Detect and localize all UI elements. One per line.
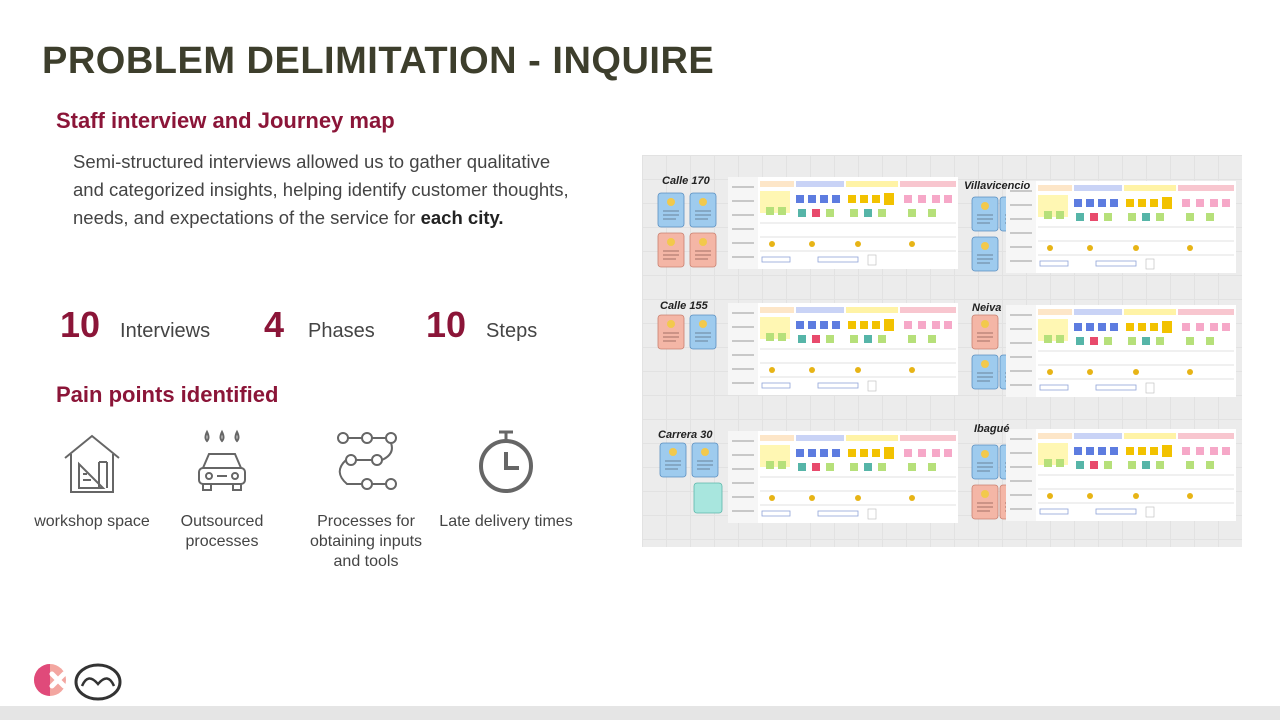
pain-point-processes: Processes for obtaining inputs and tools bbox=[296, 428, 436, 572]
pain-points-title: Pain points identified bbox=[56, 382, 279, 407]
footer-bar bbox=[0, 706, 1280, 720]
stat-value: 10 bbox=[426, 304, 467, 345]
pain-point-label: Late delivery times bbox=[439, 513, 573, 530]
description-text: Semi-structured interviews allowed us to… bbox=[73, 151, 569, 228]
stat-value: 4 bbox=[264, 304, 285, 345]
stat-label: Steps bbox=[486, 320, 538, 342]
city-label-calle-155: Calle 155 bbox=[660, 300, 708, 312]
pain-point-label: workshop space bbox=[34, 513, 150, 530]
pain-point-workshop: workshop space bbox=[22, 428, 162, 532]
city-label-villavicencio: Villavicencio bbox=[964, 180, 1031, 192]
city-label-neiva: Neiva bbox=[972, 302, 1002, 314]
section-description: Semi-structured interviews allowed us to… bbox=[73, 148, 583, 232]
stat-label: Phases bbox=[308, 320, 375, 342]
description-bold: each city. bbox=[420, 207, 504, 228]
stopwatch-icon bbox=[471, 428, 541, 498]
pain-point-outsourced: Outsourced processes bbox=[152, 428, 292, 552]
journey-maps-board: Calle 170 Villavicencio Calle 155 Neiva … bbox=[642, 155, 1242, 547]
car-rain-icon bbox=[187, 428, 257, 498]
mazda-logo bbox=[74, 662, 122, 702]
stats-row: 10 Interviews 4 Phases 10 Steps bbox=[60, 304, 620, 354]
stat-phases: 4 Phases bbox=[264, 304, 375, 346]
stat-label: Interviews bbox=[120, 320, 211, 342]
stat-value: 10 bbox=[60, 304, 101, 345]
city-label-carrera-30: Carrera 30 bbox=[658, 429, 713, 441]
stat-steps: 10 Steps bbox=[426, 304, 537, 346]
brand-x-logo bbox=[32, 660, 72, 700]
page-title: PROBLEM DELIMITATION - INQUIRE bbox=[42, 40, 715, 82]
workshop-house-icon bbox=[57, 428, 127, 498]
stat-interviews: 10 Interviews bbox=[60, 304, 210, 346]
pain-point-label: Outsourced processes bbox=[180, 513, 264, 550]
process-flow-icon bbox=[331, 428, 401, 498]
section-title: Staff interview and Journey map bbox=[56, 108, 395, 133]
journey-maps-image bbox=[657, 176, 1237, 524]
pain-point-late-delivery: Late delivery times bbox=[436, 428, 576, 532]
city-label-ibague: Ibagué bbox=[974, 423, 1010, 435]
city-label-calle-170: Calle 170 bbox=[662, 175, 710, 187]
pain-point-label: Processes for obtaining inputs and tools bbox=[309, 513, 423, 570]
